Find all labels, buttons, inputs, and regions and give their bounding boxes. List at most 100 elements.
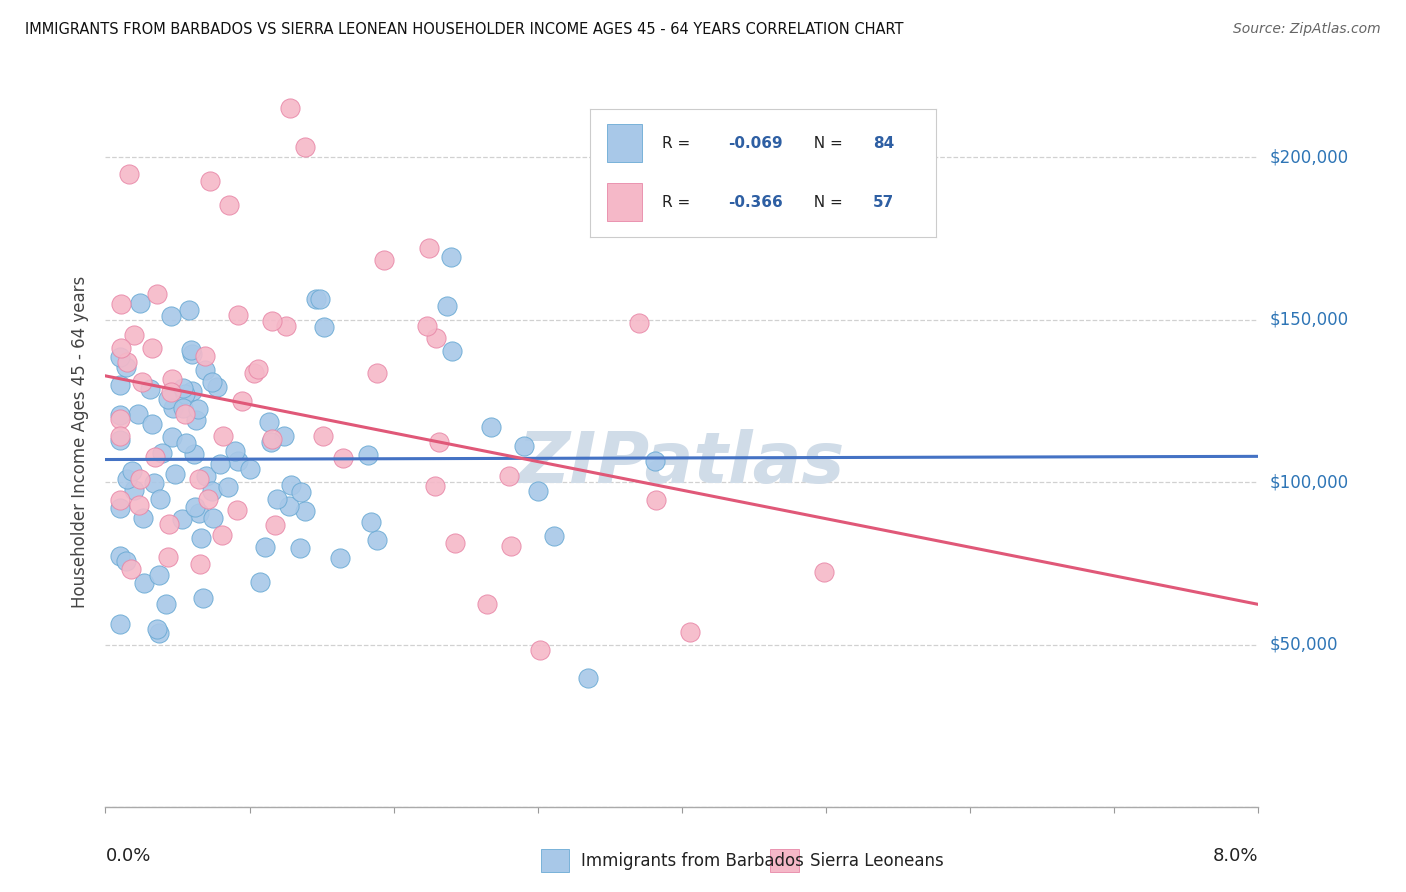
Point <box>312 319 335 334</box>
Point <box>436 299 458 313</box>
Point <box>184 500 207 514</box>
Point <box>477 597 499 611</box>
Point <box>416 319 439 334</box>
Point <box>205 380 228 394</box>
Point <box>163 467 186 482</box>
Point <box>498 469 520 483</box>
Point <box>357 448 380 462</box>
Point <box>224 444 246 458</box>
Point <box>156 549 179 564</box>
Point <box>277 499 299 513</box>
Point <box>157 392 180 407</box>
Point <box>211 528 233 542</box>
Point <box>143 475 166 490</box>
Point <box>190 531 212 545</box>
Point <box>529 643 551 657</box>
Point <box>201 511 224 525</box>
Point <box>143 450 166 465</box>
Text: ZIPatlas: ZIPatlas <box>519 429 845 498</box>
Point <box>578 671 600 685</box>
Point <box>180 343 202 357</box>
Point <box>644 453 666 467</box>
Point <box>128 472 150 486</box>
Text: Source: ZipAtlas.com: Source: ZipAtlas.com <box>1233 22 1381 37</box>
Point <box>813 565 835 579</box>
Point <box>148 625 170 640</box>
Point <box>157 517 180 532</box>
Point <box>273 429 295 443</box>
Point <box>309 293 332 307</box>
Point <box>239 461 262 475</box>
Point <box>373 253 395 268</box>
Point <box>247 362 270 376</box>
Point <box>366 366 388 380</box>
Point <box>108 501 131 516</box>
Point <box>121 562 143 576</box>
Point <box>259 415 281 429</box>
Point <box>160 384 183 399</box>
Point <box>183 448 205 462</box>
Point <box>177 302 200 317</box>
Point <box>311 428 333 442</box>
Point <box>129 296 152 310</box>
Point <box>172 401 194 416</box>
Point <box>186 413 208 427</box>
Point <box>329 551 352 566</box>
Point <box>110 341 132 355</box>
Point <box>253 540 276 554</box>
Point <box>162 401 184 415</box>
Point <box>226 309 249 323</box>
Point <box>160 430 183 444</box>
Point <box>197 492 219 507</box>
Point <box>114 554 136 568</box>
Point <box>188 557 211 571</box>
Point <box>191 591 214 606</box>
Point <box>678 625 700 640</box>
Point <box>423 479 446 493</box>
Point <box>418 241 440 255</box>
Point <box>209 457 232 471</box>
Point <box>644 493 666 508</box>
Point <box>131 375 153 389</box>
Point <box>188 506 211 520</box>
Point <box>266 491 288 506</box>
Point <box>115 359 138 374</box>
Text: 8.0%: 8.0% <box>1213 847 1258 865</box>
Point <box>149 491 172 506</box>
Point <box>150 446 173 460</box>
Text: 0.0%: 0.0% <box>105 847 150 865</box>
Point <box>201 375 224 389</box>
Point <box>108 492 131 507</box>
Point <box>499 539 522 553</box>
Point <box>440 250 463 264</box>
Point <box>260 435 283 450</box>
Point <box>174 436 197 450</box>
Point <box>512 439 534 453</box>
Point <box>108 434 131 448</box>
Point <box>440 343 463 358</box>
Point <box>122 327 145 342</box>
Point <box>290 484 312 499</box>
Point <box>332 451 354 466</box>
Point <box>108 377 131 392</box>
Point <box>264 518 287 533</box>
Point <box>122 483 145 497</box>
Point <box>218 198 240 212</box>
Point <box>141 417 163 431</box>
Point <box>160 309 183 323</box>
Point <box>115 472 138 486</box>
Point <box>187 401 209 416</box>
Point <box>366 533 388 548</box>
Point <box>425 331 447 345</box>
Point <box>110 296 132 310</box>
Point <box>290 541 312 555</box>
Point <box>132 576 155 591</box>
Point <box>146 286 169 301</box>
Point <box>118 167 141 181</box>
Point <box>243 366 266 380</box>
Point <box>108 617 131 632</box>
Text: $100,000: $100,000 <box>1270 473 1348 491</box>
Point <box>162 372 184 386</box>
Point <box>294 140 316 154</box>
Point <box>174 407 197 421</box>
